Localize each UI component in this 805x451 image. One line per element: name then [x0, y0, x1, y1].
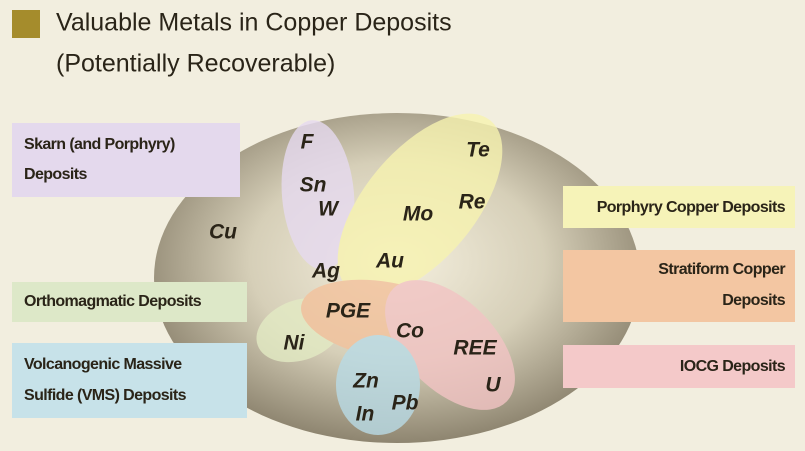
- element: Pb: [392, 392, 419, 415]
- title-icon: [12, 10, 40, 38]
- element: REE: [453, 337, 497, 360]
- deposit-label: Volcanogenic Massive: [24, 356, 182, 373]
- deposit-label: Deposits: [24, 166, 87, 183]
- deposit-label: Sulfide (VMS) Deposits: [24, 387, 187, 404]
- element: Co: [396, 320, 424, 343]
- element: Au: [375, 250, 404, 273]
- box-vms: [12, 343, 247, 418]
- element: Te: [466, 139, 490, 162]
- deposit-label: Skarn (and Porphyry): [24, 136, 175, 153]
- deposit-label: Deposits: [722, 292, 785, 309]
- element: Mo: [403, 203, 433, 226]
- element: PGE: [326, 300, 371, 323]
- element: In: [356, 403, 375, 426]
- element: Ni: [284, 332, 306, 355]
- element: Sn: [300, 174, 327, 197]
- diagram: Valuable Metals in Copper Deposits (Pote…: [0, 0, 805, 451]
- title: Valuable Metals in Copper Deposits: [56, 9, 452, 37]
- box-skarn: [12, 123, 240, 197]
- subtitle: (Potentially Recoverable): [56, 50, 335, 78]
- element: U: [485, 374, 501, 397]
- element: F: [301, 131, 315, 154]
- deposit-label: Porphyry Copper Deposits: [597, 199, 786, 216]
- element: Ag: [311, 260, 340, 283]
- deposit-label: IOCG Deposits: [680, 358, 786, 375]
- element: Zn: [352, 370, 379, 393]
- element: Re: [459, 191, 486, 214]
- deposit-label: Orthomagmatic Deposits: [24, 293, 202, 310]
- deposit-label: Stratiform Copper: [658, 261, 785, 278]
- element: Cu: [209, 221, 237, 244]
- element: W: [318, 198, 340, 221]
